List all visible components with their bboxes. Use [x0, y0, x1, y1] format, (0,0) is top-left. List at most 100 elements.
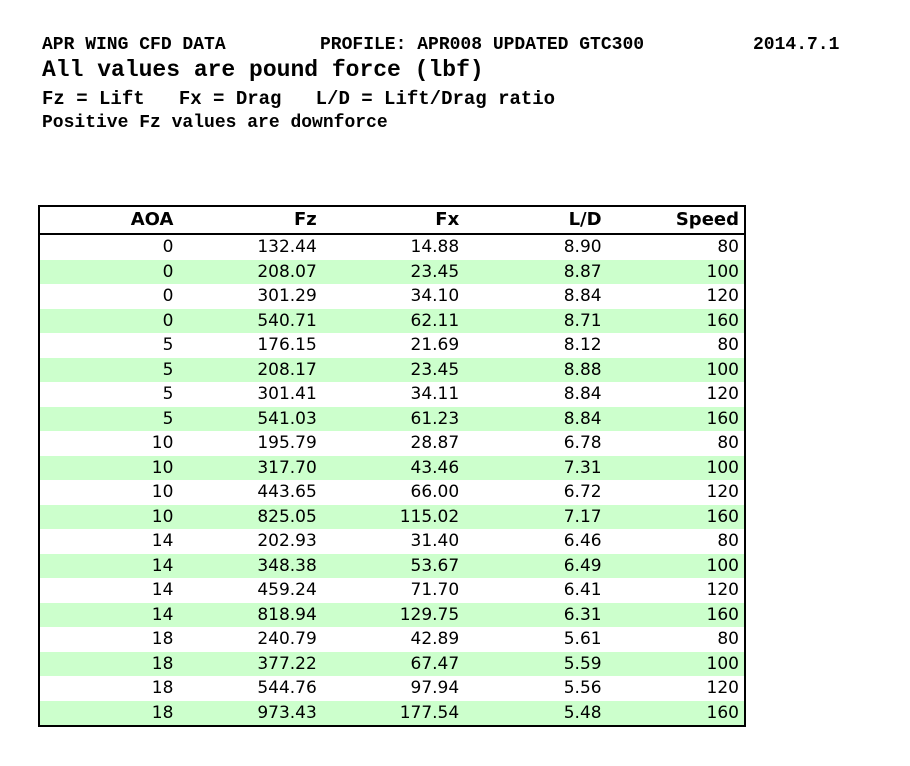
table-row: 18 973.43 177.54 5.48 160 [39, 700, 745, 726]
cell-aoa: 5 [162, 359, 174, 380]
cell-speed: 160 [706, 310, 739, 331]
cell-aoa: 10 [151, 457, 174, 478]
cell-ld: 8.71 [563, 310, 602, 331]
cell-ld: 8.84 [563, 286, 602, 306]
downforce-note: Positive Fz values are downforce [42, 113, 388, 133]
report-header-line: APR WING CFD DATA PROFILE: APR008 UPDATE… [0, 35, 910, 55]
cell-fx: 129.75 [399, 604, 460, 625]
cell-speed: 80 [717, 237, 739, 257]
cell-aoa: 14 [151, 531, 174, 551]
table-row: 0 132.44 14.88 8.90 80 [39, 234, 745, 260]
table-row: 18 377.22 67.47 5.59 100 [39, 651, 745, 676]
cell-speed: 120 [706, 482, 739, 502]
cell-fx: 34.11 [410, 384, 460, 404]
table-row: 10 195.79 28.87 6.78 80 [39, 431, 745, 456]
cell-aoa: 10 [151, 433, 174, 453]
cell-speed: 80 [717, 629, 739, 649]
cell-ld: 8.90 [563, 237, 602, 257]
cell-aoa: 14 [151, 555, 174, 576]
cell-ld: 6.31 [563, 604, 602, 625]
cell-aoa: 10 [151, 506, 174, 527]
cell-aoa: 0 [162, 237, 174, 257]
cell-speed: 120 [706, 580, 739, 600]
cell-speed: 80 [717, 531, 739, 551]
column-header-fx: Fx [321, 206, 465, 235]
table-header-row: AOA Fz Fx L/D Speed [39, 206, 745, 235]
cell-fz: 973.43 [257, 702, 317, 723]
cell-fx: 97.94 [410, 678, 460, 698]
cell-fz: 208.17 [257, 359, 317, 380]
cell-ld: 5.48 [563, 702, 602, 723]
cell-ld: 6.72 [563, 482, 602, 502]
table-row: 14 459.24 71.70 6.41 120 [39, 578, 745, 603]
cell-fx: 14.88 [410, 237, 460, 257]
cell-ld: 8.84 [563, 408, 602, 429]
cell-fx: 43.46 [410, 457, 460, 478]
cell-fz: 317.70 [257, 457, 317, 478]
table-row: 0 208.07 23.45 8.87 100 [39, 259, 745, 284]
table-row: 5 176.15 21.69 8.12 80 [39, 333, 745, 358]
table-row: 14 818.94 129.75 6.31 160 [39, 602, 745, 627]
cell-speed: 160 [706, 702, 739, 723]
cell-fx: 42.89 [410, 629, 460, 649]
cell-ld: 7.17 [563, 506, 602, 527]
cell-fz: 443.65 [257, 482, 317, 502]
cell-aoa: 10 [151, 482, 174, 502]
column-header-speed: Speed [606, 206, 745, 235]
table-row: 18 544.76 97.94 5.56 120 [39, 676, 745, 701]
cell-fz: 348.38 [257, 555, 317, 576]
cell-aoa: 0 [162, 310, 174, 331]
cell-fx: 23.45 [410, 261, 460, 282]
table-row: 10 317.70 43.46 7.31 100 [39, 455, 745, 480]
cell-speed: 160 [706, 604, 739, 625]
cell-ld: 8.84 [563, 384, 602, 404]
cell-aoa: 14 [151, 604, 174, 625]
table-row: 14 202.93 31.40 6.46 80 [39, 529, 745, 554]
cell-ld: 6.78 [563, 433, 602, 453]
cell-ld: 5.56 [563, 678, 602, 698]
cell-ld: 8.87 [563, 261, 602, 282]
table-row: 0 540.71 62.11 8.71 160 [39, 308, 745, 333]
cell-aoa: 18 [151, 629, 174, 649]
cell-speed: 80 [717, 335, 739, 355]
table-row: 10 825.05 115.02 7.17 160 [39, 504, 745, 529]
table-row: 18 240.79 42.89 5.61 80 [39, 627, 745, 652]
cell-fx: 31.40 [410, 531, 460, 551]
cell-fx: 62.11 [410, 310, 460, 331]
cell-speed: 80 [717, 433, 739, 453]
cell-aoa: 14 [151, 580, 174, 600]
cell-fz: 240.79 [257, 629, 317, 649]
table-row: 10 443.65 66.00 6.72 120 [39, 480, 745, 505]
cell-speed: 100 [706, 457, 739, 478]
cell-fz: 301.41 [257, 384, 317, 404]
units-note: All values are pound force (lbf) [42, 57, 484, 83]
cell-speed: 160 [706, 408, 739, 429]
cell-ld: 6.46 [563, 531, 602, 551]
cell-ld: 8.88 [563, 359, 602, 380]
cell-fx: 71.70 [410, 580, 460, 600]
cell-fx: 61.23 [410, 408, 460, 429]
cell-aoa: 18 [151, 702, 174, 723]
column-header-aoa: AOA [39, 206, 179, 235]
cell-aoa: 5 [162, 408, 174, 429]
table-row: 5 301.41 34.11 8.84 120 [39, 382, 745, 407]
cell-fx: 177.54 [399, 702, 460, 723]
legend-note: Fz = Lift Fx = Drag L/D = Lift/Drag rati… [42, 88, 556, 110]
cell-fz: 208.07 [257, 261, 317, 282]
cell-ld: 5.59 [563, 653, 602, 674]
cell-fz: 459.24 [257, 580, 317, 600]
cell-fz: 195.79 [257, 433, 317, 453]
cell-aoa: 18 [151, 653, 174, 674]
table-row: 5 208.17 23.45 8.88 100 [39, 357, 745, 382]
cell-speed: 100 [706, 261, 739, 282]
cell-fx: 67.47 [410, 653, 460, 674]
cell-fx: 66.00 [410, 482, 460, 502]
cell-aoa: 5 [162, 335, 174, 355]
cell-fz: 176.15 [257, 335, 317, 355]
table-row: 14 348.38 53.67 6.49 100 [39, 553, 745, 578]
column-header-fz: Fz [178, 206, 322, 235]
table-row: 0 301.29 34.10 8.84 120 [39, 284, 745, 309]
cell-fz: 377.22 [257, 653, 317, 674]
cell-aoa: 0 [162, 261, 174, 282]
cell-ld: 7.31 [563, 457, 602, 478]
